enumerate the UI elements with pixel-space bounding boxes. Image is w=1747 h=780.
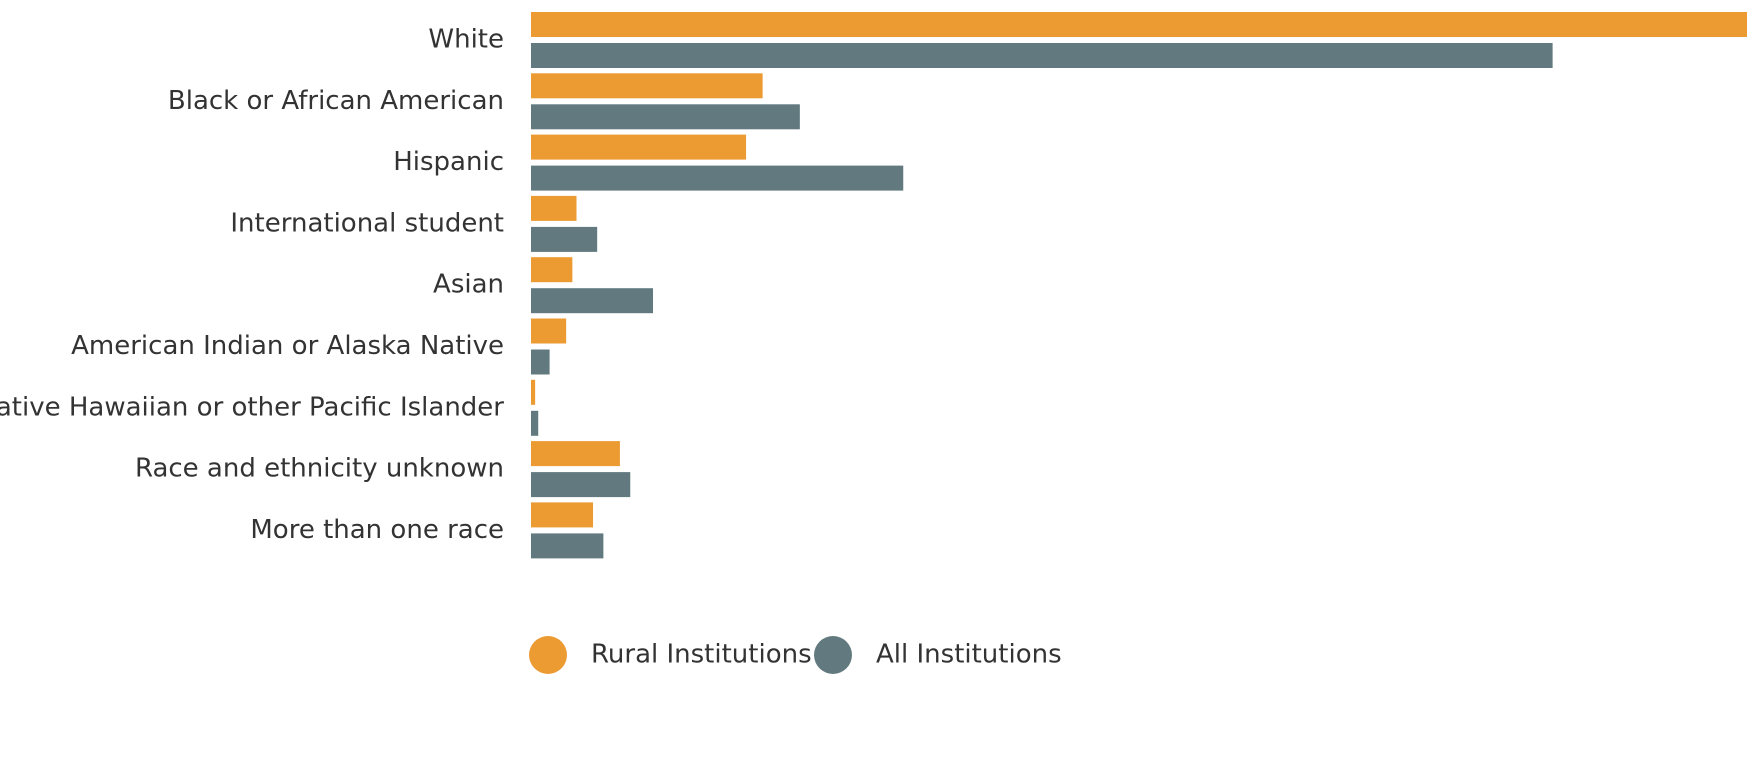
- bar-all-institutions-asian: [531, 288, 654, 314]
- bar-rural-institutions-american-indian-or-alaska-native: [531, 318, 567, 344]
- bar-rural-institutions-more-than-one-race: [531, 502, 594, 528]
- bar-rural-institutions-hispanic: [531, 134, 747, 160]
- bar-all-institutions-international-student: [531, 226, 598, 252]
- category-label-asian: Asian: [433, 270, 504, 300]
- bar-all-institutions-race-and-ethnicity-unknown: [531, 472, 631, 498]
- legend-label-rural-institutions: Rural Institutions: [591, 640, 812, 670]
- bar-rural-institutions-race-and-ethnicity-unknown: [531, 441, 620, 467]
- category-label-american-indian-or-alaska-native: American Indian or Alaska Native: [71, 331, 504, 361]
- bar-rural-institutions-native-hawaiian-or-other-pacific-islander: [531, 379, 536, 405]
- category-label-more-than-one-race: More than one race: [250, 515, 504, 545]
- legend-label-all-institutions: All Institutions: [876, 640, 1062, 670]
- legend: Rural Institutions All Institutions: [529, 636, 1062, 674]
- category-label-black-or-african-american: Black or African American: [168, 86, 504, 116]
- category-label-native-hawaiian-or-other-pacific-islander: Native Hawaiian or other Pacific Islande…: [0, 392, 504, 422]
- category-label-race-and-ethnicity-unknown: Race and ethnicity unknown: [135, 454, 504, 484]
- bar-all-institutions-white: [531, 43, 1553, 68]
- bar-rural-institutions-international-student: [531, 195, 577, 221]
- bar-rural-institutions-white: [531, 12, 1747, 37]
- bar-rural-institutions-black-or-african-american: [531, 73, 763, 99]
- bar-all-institutions-native-hawaiian-or-other-pacific-islander: [531, 410, 539, 436]
- category-label-white: White: [428, 25, 504, 55]
- bar-all-institutions-more-than-one-race: [531, 533, 604, 559]
- legend-swatch-rural-institutions: [529, 636, 567, 674]
- category-label-hispanic: Hispanic: [393, 147, 504, 177]
- category-label-international-student: International student: [230, 208, 504, 238]
- bar-rural-institutions-asian: [531, 257, 573, 283]
- bar-all-institutions-black-or-african-american: [531, 104, 800, 130]
- bar-all-institutions-hispanic: [531, 165, 904, 191]
- bar-all-institutions-american-indian-or-alaska-native: [531, 349, 550, 375]
- category-labels: White Black or African American Hispanic In…: [0, 25, 504, 545]
- legend-swatch-all-institutions: [814, 636, 852, 674]
- bars: [531, 12, 1747, 559]
